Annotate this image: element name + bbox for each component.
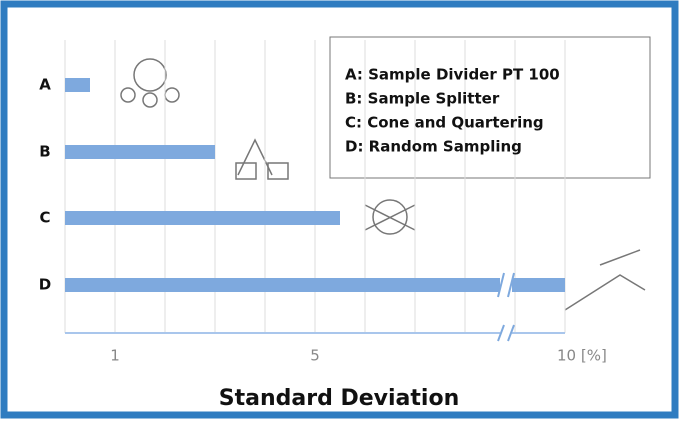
icons (120, 58, 646, 311)
bar (65, 278, 565, 292)
y-tick-label: A (39, 76, 51, 94)
legend-label: A: Sample Divider PT 100 (345, 66, 560, 84)
legend-label: C: Cone and Quartering (345, 114, 544, 132)
y-tick-label: B (39, 143, 50, 161)
legend-label: B: Sample Splitter (345, 90, 500, 108)
x-axis-label: Standard Deviation (219, 386, 459, 411)
bar (65, 211, 340, 225)
bar (65, 145, 215, 159)
x-tick-label: 10 [%] (557, 347, 607, 365)
x-tick-label: 5 (310, 347, 320, 365)
x-tick-label: 1 (110, 347, 120, 365)
legend-label: D: Random Sampling (345, 138, 522, 156)
bar (65, 78, 90, 92)
y-tick-label: C (39, 209, 50, 227)
break-mark (507, 272, 515, 298)
break-mark (497, 272, 505, 298)
legend-box (329, 36, 651, 179)
y-tick-label: D (39, 276, 51, 294)
break-mark (507, 324, 515, 342)
break-mark (497, 324, 505, 342)
